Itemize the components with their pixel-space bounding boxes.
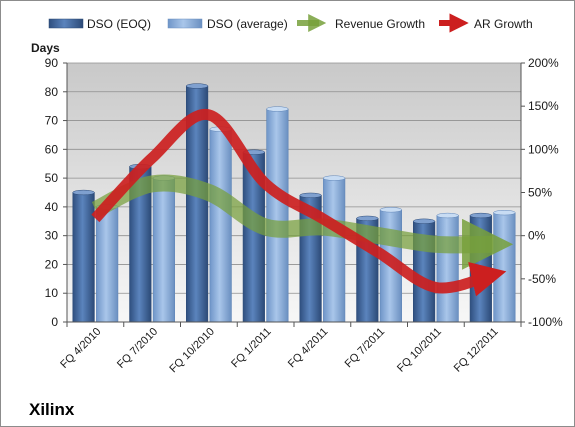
y-tick-label: 0 (51, 315, 58, 329)
y2-axis-ticks: -100% -50% 0% 50% 100% 150% 200% (521, 56, 563, 329)
y2-tick-label: -50% (528, 272, 556, 286)
legend-item-ar-growth: AR Growth (439, 13, 533, 33)
bar-top (323, 175, 346, 181)
bar-body (72, 192, 95, 323)
bar-top (356, 215, 379, 222)
y-tick-label: 20 (45, 257, 59, 271)
y-tick-label: 30 (45, 229, 59, 243)
bar-top (469, 212, 492, 219)
y2-tick-label: 0% (528, 229, 546, 243)
x-tick-label: FQ 4/2011 (286, 326, 331, 371)
legend: DSO (EOQ) DSO (average) Revenue Growth A… (48, 13, 533, 33)
y-tick-label: 90 (45, 56, 59, 70)
y2-tick-label: 150% (528, 99, 559, 113)
y-tick-label: 50 (45, 171, 59, 185)
y-tick-label: 60 (45, 142, 59, 156)
y-axis-title: Days (31, 41, 60, 55)
bar-body (323, 177, 346, 323)
bar-dso-average (323, 175, 346, 323)
bar-body (436, 215, 459, 323)
legend-item-dso-average: DSO (average) (167, 17, 288, 31)
x-tick-label: FQ 4/2010 (58, 326, 103, 371)
series-lines (91, 109, 514, 297)
y2-tick-label: 100% (528, 142, 559, 156)
x-tick-label: FQ 10/2011 (395, 326, 444, 375)
bar-body (469, 215, 492, 323)
x-tick-label: FQ 12/2011 (452, 326, 501, 375)
bar-dso-eoq (72, 189, 95, 323)
x-tick-label: FQ 7/2010 (115, 326, 160, 371)
y2-tick-label: 50% (528, 186, 552, 200)
bar-body (209, 128, 232, 323)
bar-dso-average (493, 209, 516, 323)
y2-tick-label: 200% (528, 56, 559, 70)
legend-swatch-dso-eoq (48, 18, 84, 29)
bar-body (96, 206, 119, 323)
legend-label-ar-growth: AR Growth (474, 17, 533, 31)
y-tick-label: 40 (45, 200, 59, 214)
y-axis-ticks: 0 10 20 30 40 50 60 70 80 90 (45, 56, 67, 329)
legend-label-dso-average: DSO (average) (207, 17, 288, 31)
series-line-revenue-growth (91, 174, 514, 270)
bar-body (266, 108, 289, 323)
y2-tick-label: -100% (528, 315, 563, 329)
bar-dso-average (266, 106, 289, 323)
bar-dso-average (96, 204, 119, 323)
bar-dso-eoq (469, 212, 492, 323)
bar-top (299, 192, 322, 199)
legend-swatch-dso-average (167, 18, 203, 29)
bar-top (72, 189, 95, 196)
x-tick-label: FQ 10/2010 (167, 326, 217, 376)
bar-dso-average (152, 175, 175, 323)
y-tick-label: 10 (45, 286, 59, 300)
bar-dso-average (209, 126, 232, 323)
bar-top (379, 207, 402, 213)
legend-label-dso-eoq: DSO (EOQ) (87, 17, 151, 31)
legend-item-revenue-growth: Revenue Growth (297, 14, 425, 32)
x-tick-label: FQ 1/2011 (229, 326, 274, 371)
y-tick-label: 70 (45, 114, 59, 128)
y-tick-label: 80 (45, 85, 59, 99)
bar-dso-average (436, 212, 459, 323)
x-axis-ticks: FQ 4/2010 FQ 7/2010 FQ 10/2010 FQ 1/2011 FQ … (58, 322, 522, 376)
bar-top (186, 83, 209, 89)
legend-item-dso-eoq: DSO (EOQ) (48, 17, 151, 31)
bar-top (413, 218, 436, 224)
bar-body (493, 212, 516, 323)
bar-top (266, 106, 289, 112)
bar-top (493, 209, 516, 216)
x-tick-label: FQ 7/2011 (343, 326, 388, 371)
legend-label-revenue-growth: Revenue Growth (335, 17, 425, 31)
bar-top (436, 212, 459, 219)
bar-body (152, 177, 175, 323)
series-line-ar-growth (91, 109, 507, 297)
company-label: Xilinx (29, 400, 75, 419)
